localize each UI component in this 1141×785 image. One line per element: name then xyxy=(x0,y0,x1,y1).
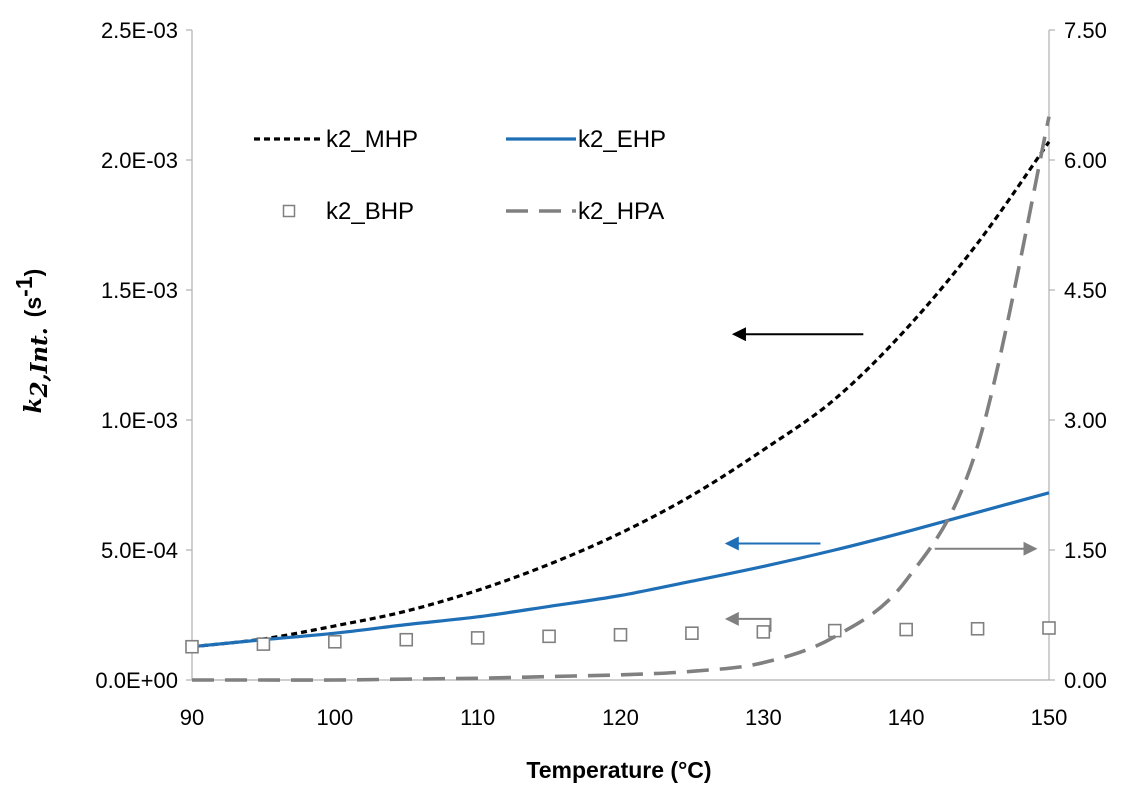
tick-labels: 0.0E+00 5.0E-04 1.0E-03 1.5E-03 2.0E-03 2.5E-… xyxy=(95,18,1106,730)
y-left-tick-label: 2.0E-03 xyxy=(101,148,178,173)
line-k2-ehp xyxy=(191,491,1050,649)
data-point-k2-bhp xyxy=(827,623,842,638)
y-left-tick-label: 5.0E-04 xyxy=(101,538,178,563)
svg-text:k2,Int.(s-1): k2,Int. (s-1) xyxy=(11,269,53,414)
data-point-k2-bhp xyxy=(542,629,556,644)
y-left-tick-label: 1.5E-03 xyxy=(101,278,178,303)
data-point-k2-bhp xyxy=(613,627,628,642)
legend-item-ehp: k2_EHP xyxy=(506,126,666,153)
x-tick-label: 100 xyxy=(316,705,353,730)
y-right-tick-label: 7.50 xyxy=(1064,18,1107,43)
x-tick-label: 150 xyxy=(1031,705,1068,730)
y-axis-title-unit: (s xyxy=(20,297,46,317)
series-k2-ehp xyxy=(191,491,1050,649)
legend-item-hpa: k2_HPA xyxy=(506,198,664,225)
data-point-k2-bhp xyxy=(256,637,271,651)
annotations xyxy=(724,327,1038,632)
data-point-k2-bhp xyxy=(970,621,985,636)
x-axis-title: Temperature (°C) xyxy=(526,757,711,783)
y-axis-title-unit-close: ) xyxy=(20,269,46,277)
series-k2-hpa xyxy=(192,116,1051,682)
y-left-tick-label: 1.0E-03 xyxy=(101,408,178,433)
y-right-tick-label: 0.00 xyxy=(1064,668,1107,693)
x-tick-label: 130 xyxy=(745,705,782,730)
y-left-tick-label: 2.5E-03 xyxy=(101,18,178,43)
data-point-k2-bhp xyxy=(756,625,771,639)
legend-item-mhp: k2_MHP xyxy=(254,126,418,153)
series xyxy=(185,116,1056,682)
y-axis-title-symbol: k xyxy=(20,397,47,413)
data-point-k2-bhp xyxy=(685,626,699,641)
x-tick-label: 110 xyxy=(460,705,495,730)
legend-label-bhp: k2_BHP xyxy=(326,198,414,225)
data-point-k2-bhp xyxy=(185,639,199,654)
line-k2-mhp xyxy=(191,140,1051,649)
y-right-tick-label: 3.00 xyxy=(1064,408,1107,433)
data-point-k2-bhp xyxy=(470,631,485,645)
line-k2-hpa xyxy=(192,116,1051,682)
legend-label-hpa: k2_HPA xyxy=(578,198,664,225)
y-axis-title-unit-exponent: -1 xyxy=(11,276,37,297)
y-right-tick-label: 1.50 xyxy=(1064,538,1107,563)
annotation-arrow-left xyxy=(724,611,772,632)
data-point-k2-bhp xyxy=(399,632,414,647)
x-tick-label: 120 xyxy=(602,705,639,730)
data-point-k2-bhp xyxy=(328,634,342,649)
y-right-tick-label: 4.50 xyxy=(1064,278,1107,303)
legend: k2_MHP k2_EHP k2_BHP k2_HPA xyxy=(254,126,666,225)
legend-swatch-bhp xyxy=(282,204,296,218)
legend-label-mhp: k2_MHP xyxy=(326,126,418,153)
y-axis-title: k2,Int. (s-1) xyxy=(11,269,53,414)
y-left-tick-label: 0.0E+00 xyxy=(95,668,178,693)
x-tick-label: 140 xyxy=(888,705,925,730)
y-right-tick-label: 6.00 xyxy=(1064,148,1107,173)
legend-label-ehp: k2_EHP xyxy=(578,126,666,153)
y-axis-title-subscript: 2,Int. xyxy=(26,327,53,398)
x-tick-label: 90 xyxy=(180,705,204,730)
series-k2-bhp xyxy=(185,621,1056,654)
series-k2-mhp xyxy=(191,140,1051,649)
data-point-k2-bhp xyxy=(1042,621,1056,635)
data-point-k2-bhp xyxy=(899,622,913,637)
legend-item-bhp: k2_BHP xyxy=(282,198,414,225)
